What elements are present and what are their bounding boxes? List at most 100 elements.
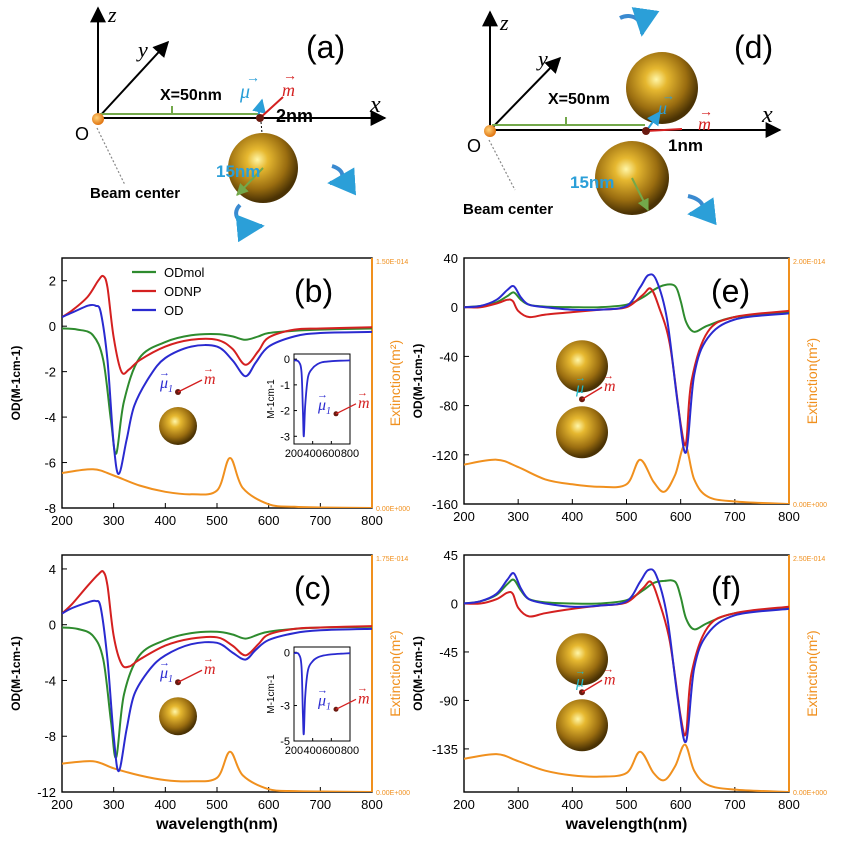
inset-m-label-arrow: →	[357, 682, 368, 694]
x-axis-title: wavelength(nm)	[565, 816, 688, 833]
beam-center-label: Beam center	[463, 201, 553, 218]
y-tick-label: -120	[432, 448, 458, 463]
inset-x-tick-label: 600	[322, 745, 340, 757]
series-odmol	[464, 283, 789, 333]
inset-m-label: m	[358, 395, 370, 412]
m-vector	[581, 386, 603, 400]
y2-tick-label-top: 1.75E-014	[376, 556, 408, 563]
y-axis-title: OD(M-1cm-1)	[9, 636, 23, 711]
molecule	[642, 127, 650, 135]
x-axis-label: x	[369, 92, 381, 118]
y-tick-label: -80	[439, 399, 458, 414]
distance-label: X=50nm	[160, 87, 222, 104]
distance-label: X=50nm	[548, 91, 610, 108]
panel-label: (e)	[711, 273, 750, 309]
mu-label-arrow: →	[575, 665, 586, 677]
x-tick-label: 800	[361, 797, 383, 812]
m-vector	[177, 669, 203, 683]
y-tick-label: 2	[49, 274, 56, 289]
gold-sphere	[159, 407, 197, 445]
y-tick-label: -6	[44, 456, 56, 471]
y-tick-label: 40	[444, 251, 458, 266]
panel-label: (a)	[306, 29, 345, 65]
x-tick-label: 200	[453, 509, 475, 524]
x-tick-label: 800	[778, 797, 800, 812]
m-vector	[177, 379, 203, 393]
y-axis-label: y	[536, 46, 548, 71]
series-od	[62, 303, 372, 475]
y2-axis-title: Extinction(m²)	[804, 630, 820, 716]
x-tick-label: 500	[616, 509, 638, 524]
chart-panel-f: 45 0 -45 -90 -135 200 300 400 500 600 700 800 2.50E-…	[411, 548, 827, 833]
m-label: m	[604, 671, 616, 688]
m-vector	[581, 679, 603, 693]
y-tick-label: -135	[432, 742, 458, 757]
rotation-arrow-right	[687, 194, 717, 226]
y-tick-label: 45	[444, 548, 458, 563]
mu-label-arrow: →	[575, 372, 586, 384]
m-vector	[259, 96, 284, 119]
series-odnp	[62, 274, 372, 375]
x-tick-label: 600	[258, 513, 280, 528]
x-tick-label: 500	[206, 797, 228, 812]
m-vector	[645, 128, 683, 132]
gold-sphere-top	[556, 340, 608, 393]
gold-nanoparticle-top	[626, 52, 698, 124]
inset-x-tick-label: 400	[303, 745, 321, 757]
series-od	[464, 568, 789, 744]
y-axis-title: OD(M-1cm-1)	[9, 346, 23, 421]
inset-y-tick-label: 0	[284, 647, 290, 659]
inset-series-od	[293, 652, 351, 736]
inset-mu-label-arrow: →	[317, 389, 328, 401]
x-tick-label: 300	[103, 513, 125, 528]
gap-marker	[260, 121, 263, 134]
inset-x-tick-label: 600	[322, 448, 340, 460]
y-tick-label: -2	[44, 365, 56, 380]
x-tick-label: 500	[616, 797, 638, 812]
y-tick-label: -45	[439, 645, 458, 660]
x-tick-label: 400	[561, 797, 583, 812]
m-label: m	[204, 371, 216, 388]
y2-tick-label-top: 2.00E-014	[793, 259, 825, 266]
beam-center-label: Beam center	[90, 185, 180, 202]
x-tick-label: 600	[670, 797, 692, 812]
molecule	[256, 114, 264, 122]
legend-label-od: OD	[164, 303, 184, 318]
mu-label: μ	[657, 98, 667, 118]
radius-vector	[631, 177, 649, 212]
y-tick-label: -8	[44, 729, 56, 744]
inset-y-title: M-1cm-1	[266, 674, 277, 714]
x-tick-label: 600	[670, 509, 692, 524]
inset-m-vector	[335, 698, 357, 710]
beam-origin	[92, 113, 104, 125]
origin-label: O	[467, 136, 481, 156]
legend-label-odmol: ODmol	[164, 265, 205, 280]
beam-pointer	[488, 139, 516, 191]
y2-tick-label-bottom: 0.00E+000	[376, 506, 410, 513]
x-axis-label: x	[761, 102, 773, 128]
y-tick-label: 0	[49, 319, 56, 334]
m-arrow-glyph: →	[699, 103, 713, 119]
x-axis-title: wavelength(nm)	[155, 816, 278, 833]
x-tick-label: 700	[309, 513, 331, 528]
y2-tick-label-top: 1.50E-014	[376, 259, 408, 266]
x-tick-label: 200	[453, 797, 475, 812]
radius-vector	[236, 167, 264, 196]
inset-y-tick-label: -3	[280, 701, 290, 713]
x-tick-label: 200	[51, 513, 73, 528]
y-axis-title: OD(M-1cm-1)	[411, 636, 425, 711]
x-tick-label: 400	[154, 513, 176, 528]
y-axis-label: y	[136, 37, 148, 62]
y-tick-label: -8	[44, 501, 56, 516]
m-label-arrow: →	[203, 653, 214, 665]
y-tick-label: 0	[451, 300, 458, 315]
rotation-arrow-bottom	[234, 203, 265, 243]
panel-label: (c)	[294, 570, 331, 606]
series-odnp	[62, 570, 372, 669]
y2-tick-label-bottom: 0.00E+000	[793, 790, 827, 797]
mu-label-arrow: →	[159, 367, 170, 379]
